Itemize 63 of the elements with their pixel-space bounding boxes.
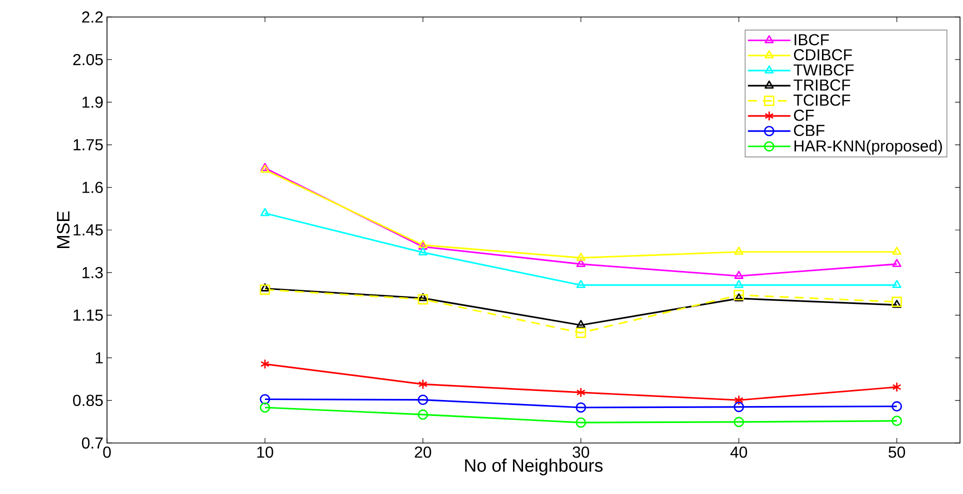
point bbox=[418, 394, 428, 406]
y-tick-label: 0.85 bbox=[73, 394, 103, 406]
legend-label: TCIBCF bbox=[794, 94, 850, 106]
point bbox=[418, 247, 428, 256]
legend-label: TWIBCF bbox=[794, 64, 854, 76]
point bbox=[892, 280, 902, 288]
point bbox=[576, 252, 586, 261]
point bbox=[418, 379, 428, 390]
y-tick-label: 1.3 bbox=[82, 266, 103, 278]
point bbox=[260, 358, 270, 370]
x-tick-label: 40 bbox=[730, 446, 748, 458]
x-tick-label: 20 bbox=[414, 446, 432, 458]
legend-label: HAR-KNN(proposed) bbox=[794, 140, 942, 155]
y-tick-label: 0.7 bbox=[82, 437, 103, 449]
legend-label: TRIBCF bbox=[794, 79, 850, 91]
point bbox=[892, 296, 902, 308]
legend-label: CDIBCF bbox=[794, 49, 852, 60]
point bbox=[576, 258, 586, 268]
point bbox=[734, 290, 744, 300]
legend-label: IBCF bbox=[794, 34, 829, 46]
point bbox=[260, 394, 270, 404]
x-tick-label: 0 bbox=[103, 446, 111, 458]
point bbox=[734, 270, 744, 279]
point bbox=[418, 409, 428, 420]
point bbox=[892, 382, 902, 392]
point bbox=[260, 208, 270, 216]
x-tick-label: 50 bbox=[888, 446, 906, 458]
x-tick-label: 30 bbox=[572, 446, 590, 458]
point bbox=[576, 280, 586, 288]
point bbox=[892, 246, 902, 255]
point bbox=[734, 402, 744, 412]
point bbox=[892, 300, 902, 308]
point bbox=[260, 402, 270, 413]
point bbox=[734, 293, 744, 302]
point bbox=[576, 387, 586, 398]
point bbox=[734, 416, 744, 428]
point bbox=[734, 394, 744, 406]
legend-label: CF bbox=[794, 110, 814, 121]
point bbox=[576, 402, 586, 413]
point bbox=[576, 328, 586, 338]
point bbox=[418, 292, 428, 302]
point bbox=[734, 246, 744, 255]
point bbox=[260, 284, 270, 295]
y-axis-title: MSE bbox=[56, 211, 70, 248]
point bbox=[892, 401, 902, 412]
y-tick-label: 1 bbox=[96, 352, 103, 364]
y-tick-label: 1.45 bbox=[74, 224, 103, 236]
y-tick-label: 2.2 bbox=[82, 11, 103, 23]
point bbox=[418, 294, 428, 304]
point bbox=[576, 417, 586, 428]
point bbox=[260, 283, 270, 292]
x-axis-title: No of Neighbours bbox=[465, 458, 603, 476]
y-tick-label: 1.6 bbox=[82, 182, 103, 194]
point bbox=[892, 258, 902, 268]
point bbox=[892, 416, 902, 426]
legend-label: CBF bbox=[794, 124, 824, 136]
x-tick-label: 10 bbox=[257, 446, 274, 458]
point bbox=[734, 280, 744, 288]
y-tick-label: 2.05 bbox=[73, 54, 103, 66]
y-tick-label: 1.9 bbox=[82, 96, 103, 108]
y-tick-label: 1.75 bbox=[74, 139, 103, 150]
point bbox=[576, 320, 586, 328]
y-tick-label: 1.15 bbox=[74, 310, 103, 321]
